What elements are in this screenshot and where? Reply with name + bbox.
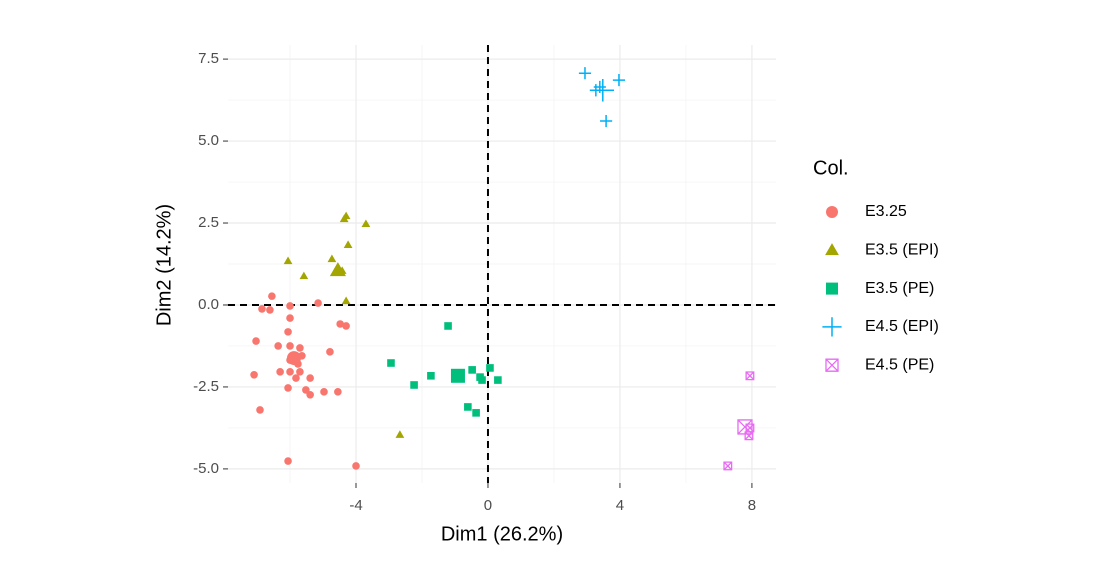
point [600,114,613,128]
legend-symbol [826,206,838,218]
point [486,364,494,372]
point [342,322,350,330]
point [252,337,260,345]
point [478,376,486,384]
point [336,320,344,328]
point [286,368,294,376]
point [268,292,276,300]
point [334,388,342,396]
y-tick-label: 7.5 [198,50,219,67]
legend-symbol [826,282,838,295]
point [302,386,310,394]
legend-label: E3.5 (PE) [865,280,934,297]
y-tick-label: 5.0 [198,132,219,149]
centroid [286,351,301,366]
point [292,374,300,382]
point [361,219,371,228]
point [276,368,284,376]
point [341,296,351,305]
point [395,430,405,438]
point [410,381,418,389]
point [723,461,733,471]
y-tick-label: 0.0 [198,296,219,313]
point [286,302,294,310]
point [250,371,258,379]
legend-title: Col. [813,157,849,179]
x-tick-label: 0 [484,497,492,514]
legend-label: E3.5 (EPI) [865,242,939,259]
point [468,366,476,374]
centroid [450,368,465,383]
centroid [591,79,614,102]
point [578,67,592,80]
point [256,406,264,414]
point [283,256,293,265]
point [258,305,266,313]
point [284,328,292,336]
point [286,314,294,322]
point [296,344,304,352]
x-axis-label: Dim1 (26.2%) [441,523,563,545]
legend-label: E4.5 (PE) [865,356,934,373]
legend-label: E3.25 [865,203,907,220]
legend-symbol [825,243,839,256]
point [299,271,309,280]
point [472,409,480,417]
point [612,73,626,87]
y-tick-label: -2.5 [193,378,219,395]
point [339,214,349,223]
y-tick-label: -5.0 [193,460,219,477]
point [284,384,292,392]
point [296,368,304,376]
point [266,306,274,314]
point [274,342,282,350]
point [326,348,334,356]
point [327,254,337,263]
point [306,391,314,399]
y-tick-label: 2.5 [198,214,219,231]
centroid [737,419,753,435]
x-tick-label: 4 [616,497,624,514]
point [745,371,755,381]
legend-symbol [825,358,839,372]
point [494,376,502,384]
point [286,342,294,350]
point [427,371,435,380]
x-tick-label: -4 [349,497,362,514]
point [320,388,328,396]
point [314,299,322,307]
legend-label: E4.5 (EPI) [865,318,939,335]
point [306,374,314,382]
point [284,457,292,465]
legend-symbol [822,317,842,337]
y-axis-label: Dim2 (14.2%) [153,204,175,326]
point [464,403,472,411]
x-tick-label: 8 [748,497,756,514]
point [387,359,395,367]
point [343,240,353,249]
centroid [329,262,346,277]
point [444,322,452,330]
point [352,462,360,470]
